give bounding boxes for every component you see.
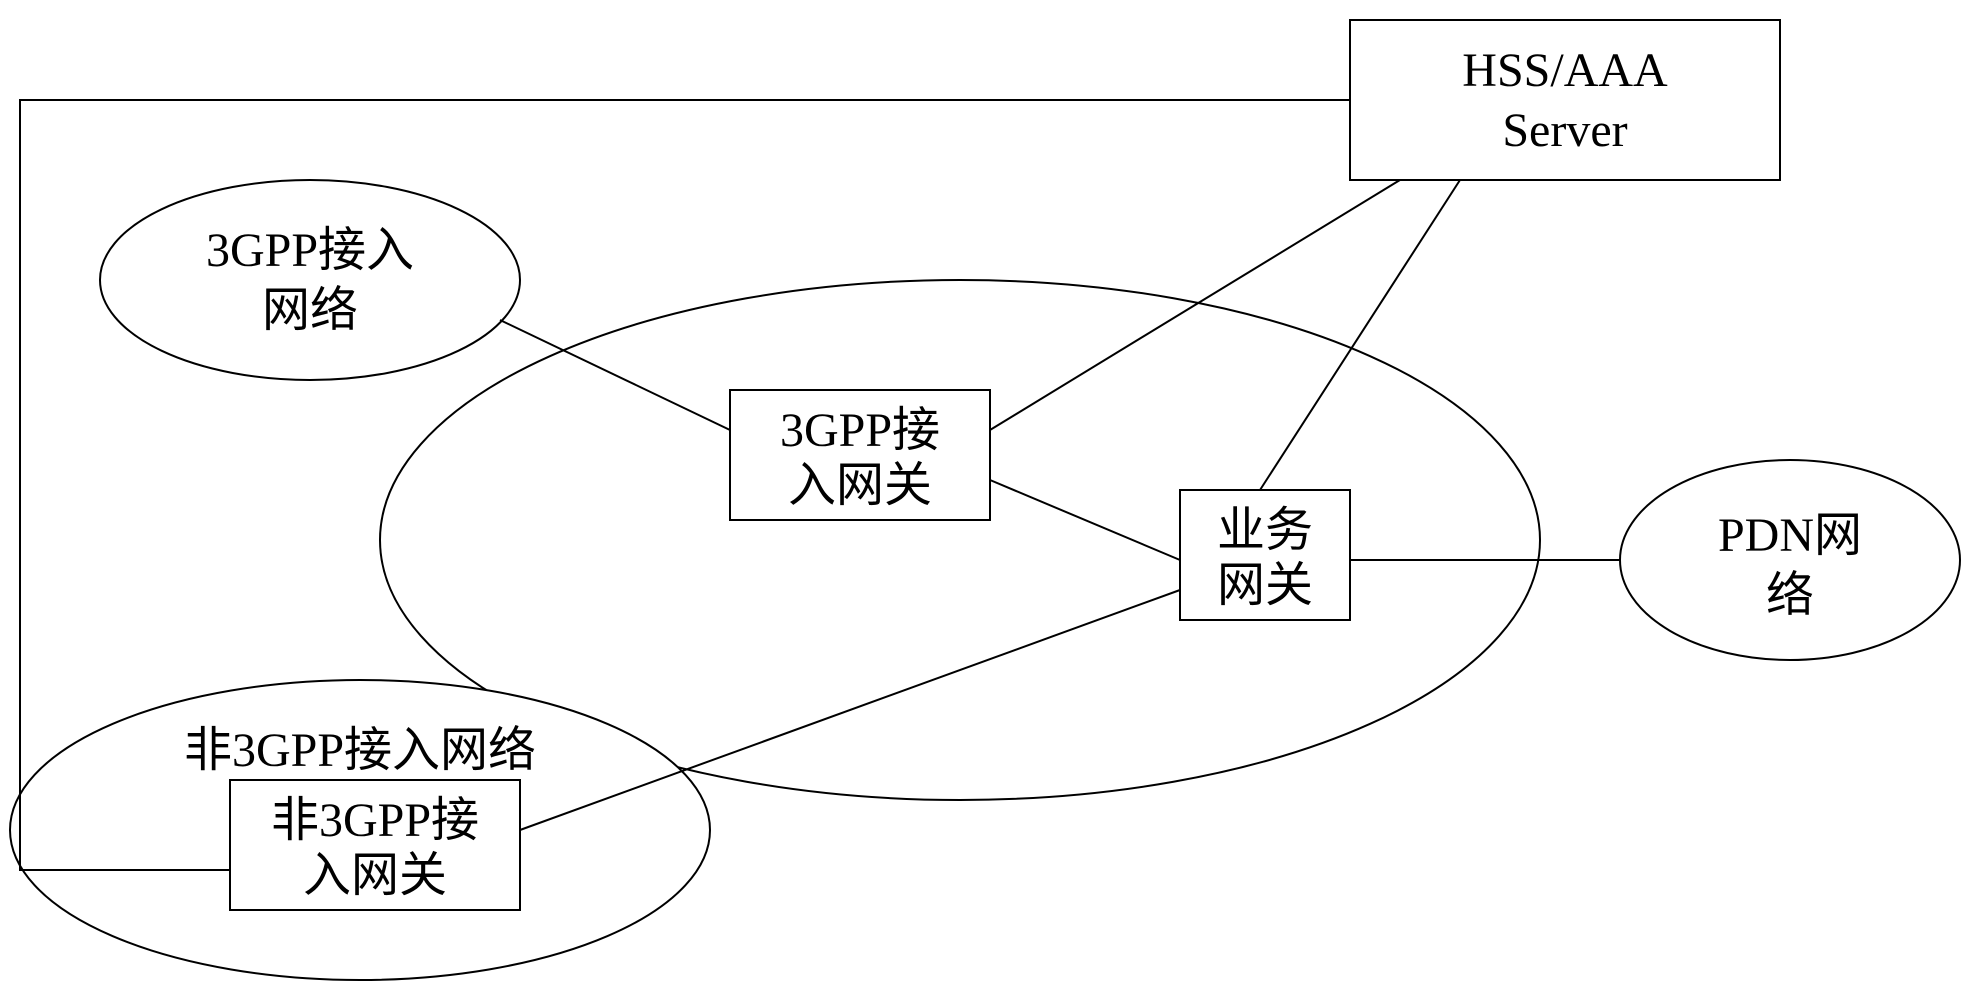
node-label: 网络 — [262, 284, 358, 337]
node-label: 业务 — [1217, 504, 1313, 557]
node-label: 入网关 — [303, 849, 447, 902]
node-label: 3GPP接 — [780, 404, 940, 457]
node-label: 3GPP接入 — [206, 224, 414, 277]
node-label: PDN网 — [1718, 509, 1862, 562]
node-label: 非3GPP接 — [271, 794, 479, 847]
node-label: 络 — [1766, 569, 1814, 622]
node-label: 非3GPP接入网络 — [184, 724, 536, 777]
node-label: HSS/AAA — [1462, 44, 1668, 97]
network-architecture-diagram: HSS/AAAServer3GPP接入网络3GPP接入网关业务网关非3GPP接入… — [0, 0, 1986, 989]
node-label: 网关 — [1217, 559, 1313, 612]
node-label: Server — [1502, 104, 1627, 157]
node-label: 入网关 — [788, 459, 932, 512]
